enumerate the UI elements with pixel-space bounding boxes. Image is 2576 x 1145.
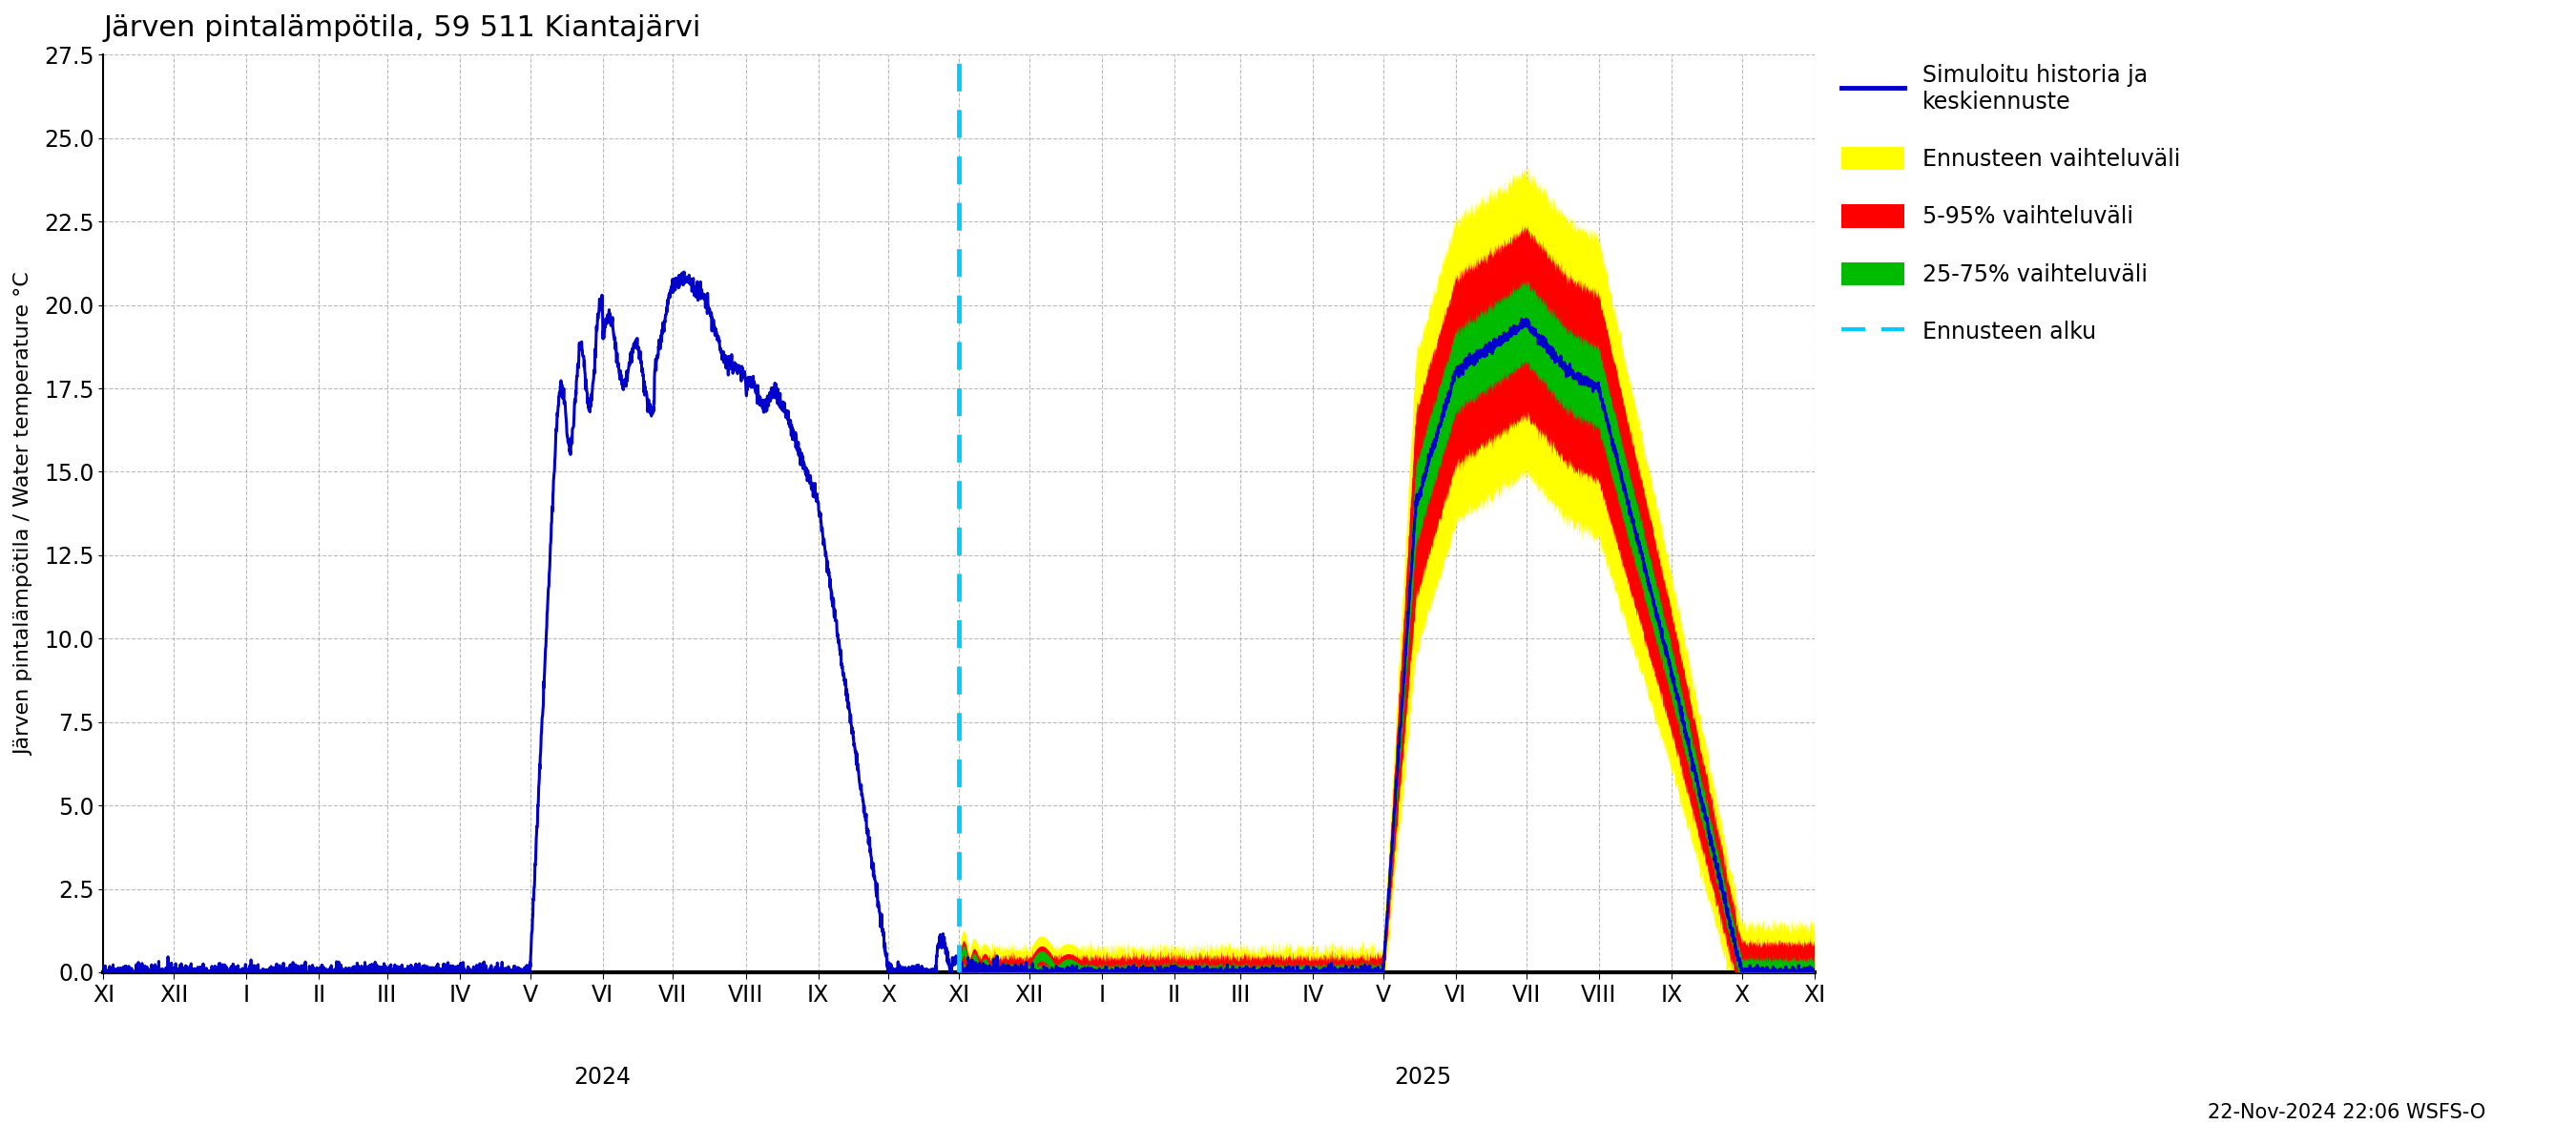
Legend: Simuloitu historia ja
keskiennuste, Ennusteen vaihteluväli, 5-95% vaihteluväli, : Simuloitu historia ja keskiennuste, Ennu…: [1834, 57, 2187, 350]
Text: Järven pintalämpötila, 59 511 Kiantajärvi: Järven pintalämpötila, 59 511 Kiantajärv…: [103, 14, 701, 42]
Text: 2025: 2025: [1394, 1066, 1453, 1089]
Y-axis label: Järven pintalämpötila / Water temperature °C: Järven pintalämpötila / Water temperatur…: [15, 271, 33, 756]
Text: 22-Nov-2024 22:06 WSFS-O: 22-Nov-2024 22:06 WSFS-O: [2208, 1103, 2486, 1122]
Text: 2024: 2024: [574, 1066, 631, 1089]
